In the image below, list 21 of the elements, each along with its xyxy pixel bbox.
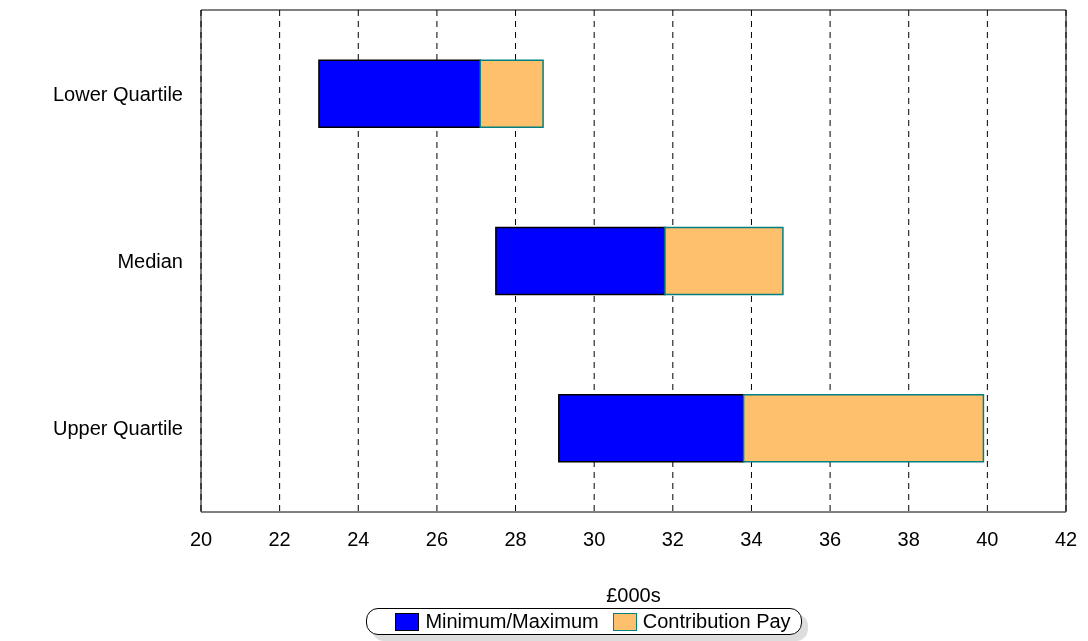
bar [479, 59, 544, 128]
x-tick-label: 20 [189, 528, 213, 551]
x-tick-label: 30 [583, 528, 606, 551]
x-tick-label: 24 [347, 528, 370, 551]
x-axis-title: £000s [606, 584, 661, 606]
y-tick-label: Upper Quartile [52, 417, 183, 440]
x-tick-label: 32 [661, 528, 684, 551]
x-tick-label: 38 [897, 528, 920, 551]
legend-label: Contribution Pay [642, 610, 791, 633]
y-tick-label: Median [117, 250, 183, 273]
x-tick-label: 36 [818, 528, 842, 551]
x-tick-label: 34 [740, 528, 763, 551]
bar [664, 226, 784, 296]
y-tick-label: Lower Quartile [52, 82, 183, 105]
x-tick-label: 22 [268, 528, 291, 551]
x-tick-label: 28 [504, 528, 527, 551]
bar [742, 394, 985, 463]
x-tick-label: 26 [425, 528, 449, 551]
x-tick-label: 40 [976, 528, 999, 551]
x-tick-label: 42 [1054, 528, 1078, 551]
legend-label: Minimum/Maximum [425, 610, 599, 633]
